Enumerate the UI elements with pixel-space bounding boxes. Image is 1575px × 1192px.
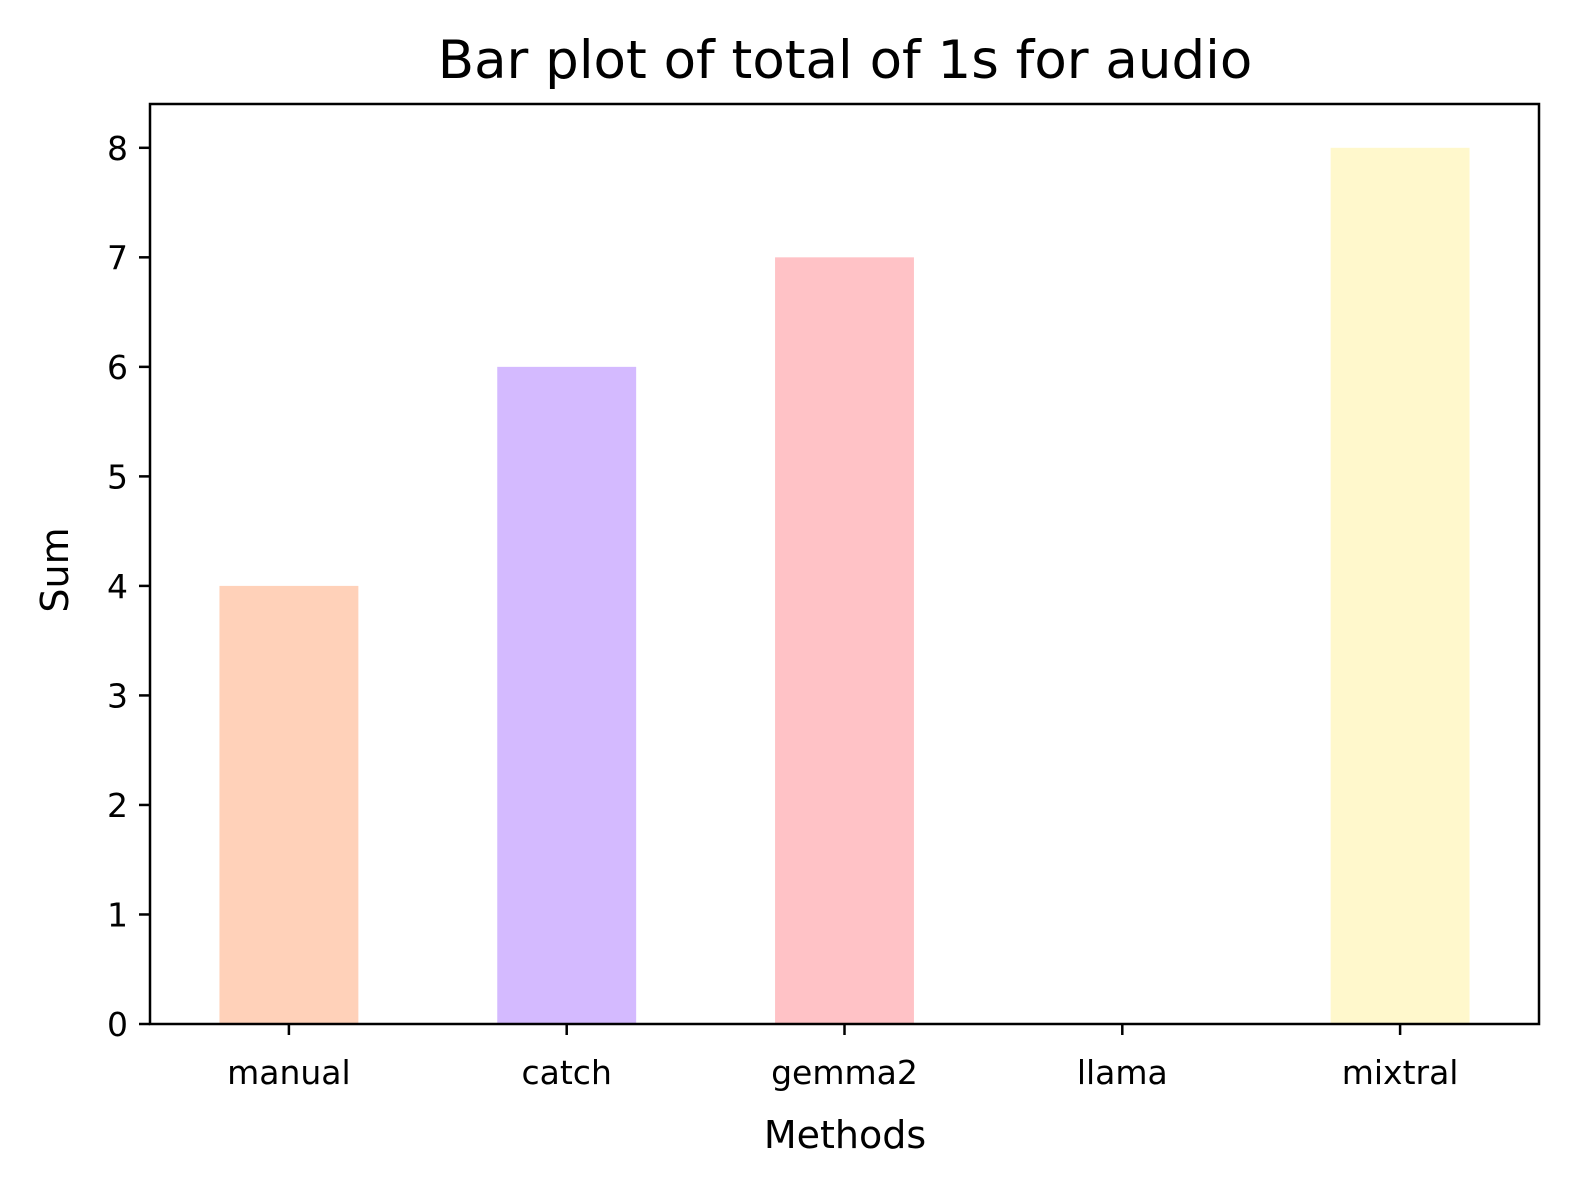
y-axis: 0 1 2 3 4 5 6 7 8 — [107, 129, 150, 1044]
y-tick-label-6: 6 — [107, 348, 128, 387]
y-axis-label: Sum — [33, 527, 77, 612]
bar-manual — [219, 585, 359, 1024]
bar-catch — [497, 366, 637, 1024]
y-tick-label-8: 8 — [107, 129, 128, 168]
x-tick-label-gemma2: gemma2 — [771, 1053, 918, 1092]
x-axis-label: Methods — [764, 1113, 926, 1157]
y-tick-label-3: 3 — [107, 676, 128, 715]
chart-title: Bar plot of total of 1s for audio — [438, 30, 1253, 91]
bar-mixtral — [1330, 147, 1470, 1025]
x-tick-label-catch: catch — [522, 1053, 612, 1092]
plot-frame — [148, 102, 1541, 1026]
x-axis: manual catch gemma2 llama mixtral — [227, 1024, 1458, 1092]
y-tick-label-7: 7 — [107, 238, 128, 277]
y-tick-label-4: 4 — [107, 567, 128, 606]
bars-layer — [219, 147, 1470, 1025]
x-tick-label-manual: manual — [227, 1053, 351, 1092]
y-tick-label-1: 1 — [107, 895, 128, 934]
x-tick-label-llama: llama — [1077, 1053, 1168, 1092]
bar-gemma2 — [775, 257, 914, 1024]
y-tick-label-0: 0 — [107, 1005, 128, 1044]
y-tick-label-5: 5 — [107, 457, 128, 496]
x-tick-label-mixtral: mixtral — [1342, 1053, 1459, 1092]
y-tick-label-2: 2 — [107, 786, 128, 825]
